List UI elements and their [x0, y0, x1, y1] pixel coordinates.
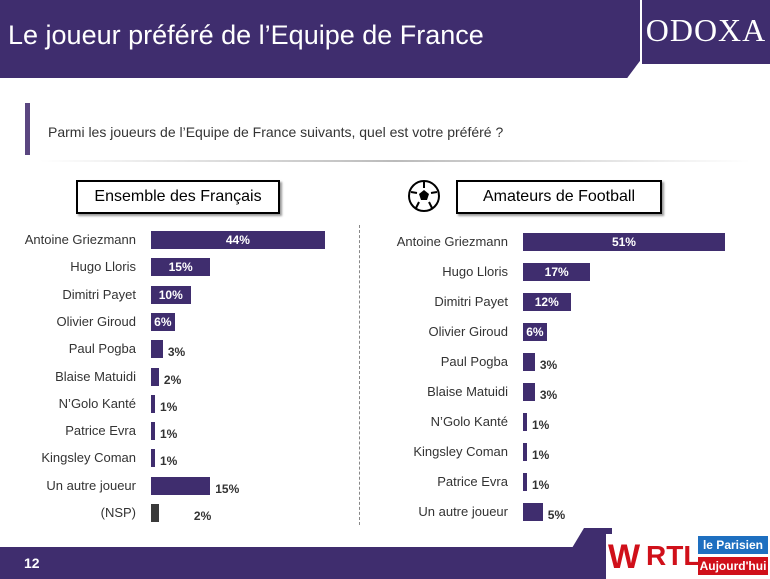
- bar: [151, 312, 175, 331]
- value-label: 10%: [158, 287, 183, 302]
- value-label: 51%: [611, 235, 636, 249]
- odoxa-logo: ODOXA: [642, 0, 770, 64]
- value-label: 1%: [532, 418, 550, 432]
- bar: [151, 367, 159, 386]
- value-label: 5%: [547, 508, 566, 522]
- value-label: 1%: [160, 454, 178, 469]
- value-label: 44%: [225, 233, 250, 247]
- bar: [151, 258, 211, 277]
- bar: [523, 503, 543, 521]
- bar: [523, 473, 527, 491]
- category-label: Blaise Matuidi: [427, 384, 508, 399]
- football-icon: [408, 180, 440, 212]
- bar: [523, 293, 571, 311]
- category-label: Un autre joueur: [46, 477, 136, 493]
- chart-title-left: Ensemble des Français: [76, 180, 280, 214]
- category-label: Paul Pogba: [68, 341, 136, 357]
- sponsor-logos: W RTL le Parisien Aujourd'hui: [606, 534, 770, 579]
- bar: [523, 263, 591, 281]
- value-label: 15%: [168, 260, 193, 275]
- footer-wedge: [572, 528, 612, 548]
- bar: [151, 231, 325, 249]
- category-label: Kingsley Coman: [413, 444, 508, 459]
- bar: [523, 233, 725, 251]
- category-label: Olivier Giroud: [428, 324, 508, 339]
- value-label: 3%: [539, 358, 558, 372]
- bar: [523, 353, 535, 371]
- bar: [151, 476, 211, 495]
- bar: [523, 413, 527, 431]
- question-divider: [40, 160, 750, 162]
- value-label: 6%: [526, 325, 544, 339]
- category-label: Antoine Griezmann: [396, 234, 508, 249]
- bar: [151, 285, 191, 304]
- category-label: Hugo Lloris: [442, 264, 508, 279]
- value-label: 3%: [539, 388, 558, 402]
- category-label: Olivier Giroud: [56, 313, 136, 329]
- category-label: Antoine Griezmann: [24, 232, 136, 247]
- question-text: Parmi les joueurs de l’Equipe de France …: [48, 124, 504, 140]
- question-accent: [25, 103, 30, 155]
- winamax-logo: W: [608, 538, 641, 576]
- category-label: Blaise Matuidi: [55, 368, 136, 384]
- page-number: 12: [24, 555, 40, 571]
- bar: [523, 383, 535, 401]
- chart-title-right: Amateurs de Football: [456, 180, 662, 214]
- category-label: Dimitri Payet: [434, 294, 508, 309]
- category-label: Paul Pogba: [440, 354, 508, 369]
- bar: [523, 323, 547, 341]
- header-banner: [0, 0, 640, 78]
- value-label: 12%: [534, 295, 559, 309]
- value-label: 2%: [163, 372, 182, 387]
- bar: [523, 443, 527, 461]
- value-label: 1%: [532, 478, 550, 492]
- value-label: 15%: [215, 481, 240, 496]
- rtl-logo: RTL: [646, 540, 701, 571]
- value-label: 1%: [532, 448, 550, 462]
- bar: [151, 449, 155, 468]
- category-label: Patrice Evra: [437, 474, 508, 489]
- bar: [151, 504, 159, 522]
- page-title: Le joueur préféré de l’Equipe de France: [8, 20, 484, 50]
- category-label: Hugo Lloris: [70, 259, 136, 275]
- footer-bar: [0, 547, 610, 579]
- value-label: 1%: [160, 399, 178, 414]
- value-label: 2%: [193, 509, 212, 523]
- le-parisien-logo: le Parisien: [698, 536, 768, 554]
- category-label: Un autre joueur: [418, 504, 508, 519]
- category-label: (NSP): [100, 505, 136, 520]
- category-label: N’Golo Kanté: [430, 414, 508, 429]
- bar: [151, 394, 155, 413]
- aujourdhui-logo: Aujourd'hui: [698, 557, 768, 575]
- bar: [151, 422, 155, 441]
- chart-divider: [359, 225, 360, 525]
- category-label: N’Golo Kanté: [58, 395, 136, 411]
- bar: [151, 340, 163, 359]
- category-label: Patrice Evra: [65, 423, 136, 439]
- value-label: 17%: [544, 265, 569, 279]
- value-label: 6%: [154, 314, 172, 329]
- value-label: 1%: [160, 427, 178, 442]
- category-label: Dimitri Payet: [62, 286, 136, 302]
- category-label: Kingsley Coman: [41, 450, 136, 466]
- value-label: 3%: [167, 345, 186, 360]
